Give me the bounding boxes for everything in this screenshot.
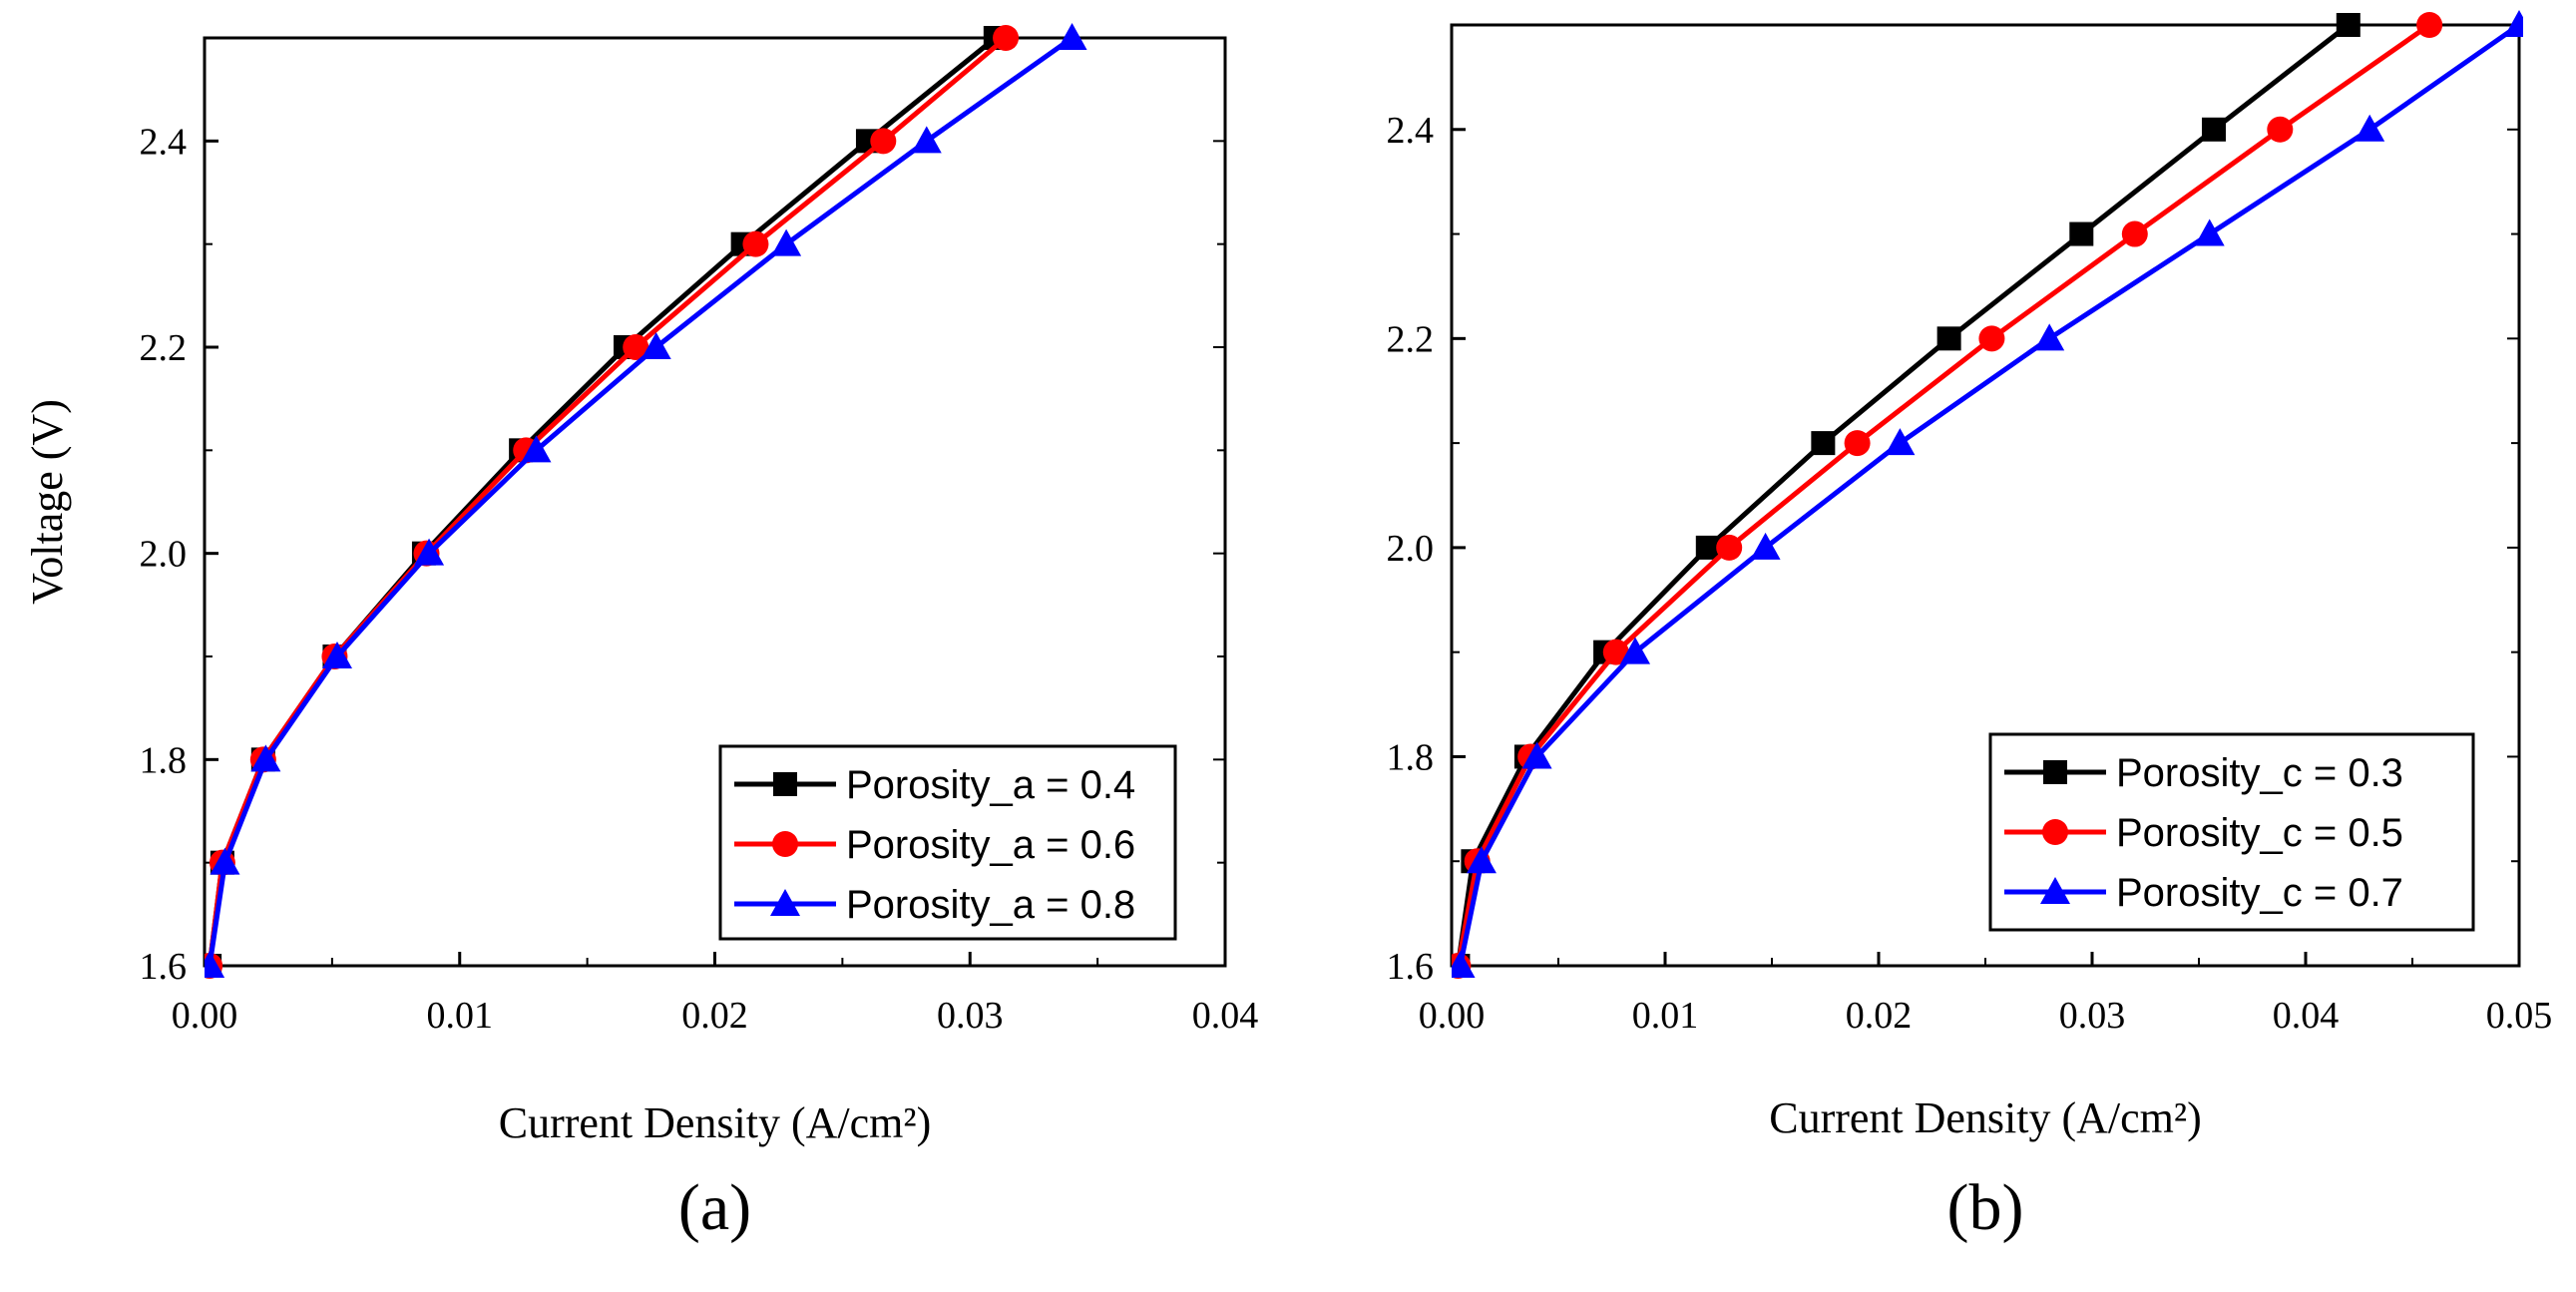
panel-b: 0.00 0.01 0.02 0.03 0.04 0.05 1.6 1.8 2.0 2.2 2.4 P… — [1387, 10, 2553, 1244]
y-tick-label: 2.2 — [1387, 318, 1435, 360]
data-point — [2201, 117, 2226, 142]
data-point — [1750, 532, 1781, 560]
data-point — [2416, 12, 2443, 38]
legend-label: Porosity_a = 0.4 — [846, 763, 1135, 807]
data-point — [1844, 430, 1871, 457]
data-point — [1936, 326, 1961, 351]
series-line-3 — [1458, 22, 2521, 967]
data-point — [1716, 534, 1743, 561]
series-line-3 — [207, 35, 1074, 967]
data-point — [1811, 431, 1836, 456]
y-tick-label: 2.4 — [1387, 110, 1435, 152]
data-point — [2194, 218, 2225, 246]
data-point — [993, 25, 1020, 51]
legend-marker — [2042, 819, 2068, 845]
x-tick-label: 0.00 — [172, 995, 238, 1037]
series-line-1 — [1455, 23, 2351, 967]
x-tick-label: 0.02 — [681, 995, 748, 1037]
plot-area — [205, 23, 1087, 979]
y-tick-label: 1.8 — [1387, 736, 1435, 778]
x-tick-label: 0.04 — [1192, 995, 1259, 1037]
legend: Porosity_a = 0.4 Porosity_a = 0.6 Porosity… — [718, 744, 1177, 941]
plot-area — [1452, 10, 2523, 979]
y-tick-label: 2.2 — [140, 327, 188, 369]
data-point — [521, 435, 552, 463]
data-point — [321, 642, 352, 668]
y-tick-label: 2.0 — [1387, 528, 1435, 570]
legend-marker — [2043, 760, 2067, 784]
x-tick-label: 0.05 — [2486, 995, 2553, 1037]
x-axis-label: Current Density (A/cm²) — [499, 1098, 932, 1147]
data-point — [2504, 10, 2523, 37]
data-point — [2069, 221, 2094, 246]
series-line-2 — [1455, 22, 2431, 967]
data-point — [2355, 114, 2385, 142]
y-tick-label: 2.0 — [140, 534, 188, 576]
legend-marker — [773, 772, 797, 796]
legend-marker — [770, 889, 800, 916]
legend-marker — [2040, 877, 2070, 904]
y-tick-label: 1.6 — [1387, 946, 1435, 988]
x-tick-label: 0.03 — [937, 995, 1004, 1037]
x-tick-label: 0.02 — [1846, 995, 1913, 1037]
y-tick-label: 1.6 — [140, 946, 188, 988]
data-point — [1978, 325, 2005, 352]
y-tick-label: 1.8 — [140, 739, 188, 781]
data-point — [742, 230, 769, 257]
data-point — [641, 332, 671, 359]
data-point — [870, 128, 897, 155]
x-axis-label: Current Density (A/cm²) — [1769, 1093, 2202, 1142]
y-tick-label: 2.4 — [140, 121, 188, 163]
legend-label: Porosity_c = 0.3 — [2116, 751, 2403, 795]
data-point — [1521, 741, 1552, 769]
y-axis-label: Voltage (V) — [23, 399, 72, 605]
data-point — [205, 951, 225, 978]
legend-label: Porosity_a = 0.6 — [846, 823, 1135, 867]
data-point — [1885, 428, 1916, 456]
data-point — [210, 847, 240, 875]
panel-label: (a) — [678, 1171, 751, 1244]
data-point — [1057, 23, 1087, 50]
data-point — [623, 334, 649, 360]
data-point — [1452, 951, 1476, 978]
x-tick-label: 0.03 — [2059, 995, 2126, 1037]
legend-label: Porosity_c = 0.5 — [2116, 811, 2403, 855]
x-tick-label: 0.04 — [2273, 995, 2340, 1037]
legend: Porosity_c = 0.3 Porosity_c = 0.5 Porosity… — [1988, 732, 2475, 932]
data-point — [911, 126, 942, 154]
panel-label: (b) — [1947, 1171, 2024, 1244]
x-tick-label: 0.01 — [427, 995, 494, 1037]
data-point — [2336, 13, 2361, 37]
data-point — [414, 538, 445, 566]
data-point — [1695, 535, 1720, 560]
legend-label: Porosity_a = 0.8 — [846, 883, 1135, 927]
data-point — [2121, 220, 2148, 247]
legend-marker — [772, 831, 798, 857]
x-tick-label: 0.01 — [1632, 995, 1699, 1037]
legend-label: Porosity_c = 0.7 — [2116, 871, 2403, 915]
data-point — [1466, 846, 1497, 874]
data-point — [1620, 637, 1651, 664]
data-point — [771, 228, 802, 256]
data-point — [2034, 323, 2065, 351]
x-tick-label: 0.00 — [1419, 995, 1486, 1037]
data-point — [1602, 639, 1629, 665]
panel-a: 0.00 0.01 0.02 0.03 0.04 1.6 1.8 2.0 2.2 2.4 Poros… — [23, 23, 1258, 1244]
data-point — [250, 744, 281, 772]
data-point — [2267, 116, 2294, 143]
